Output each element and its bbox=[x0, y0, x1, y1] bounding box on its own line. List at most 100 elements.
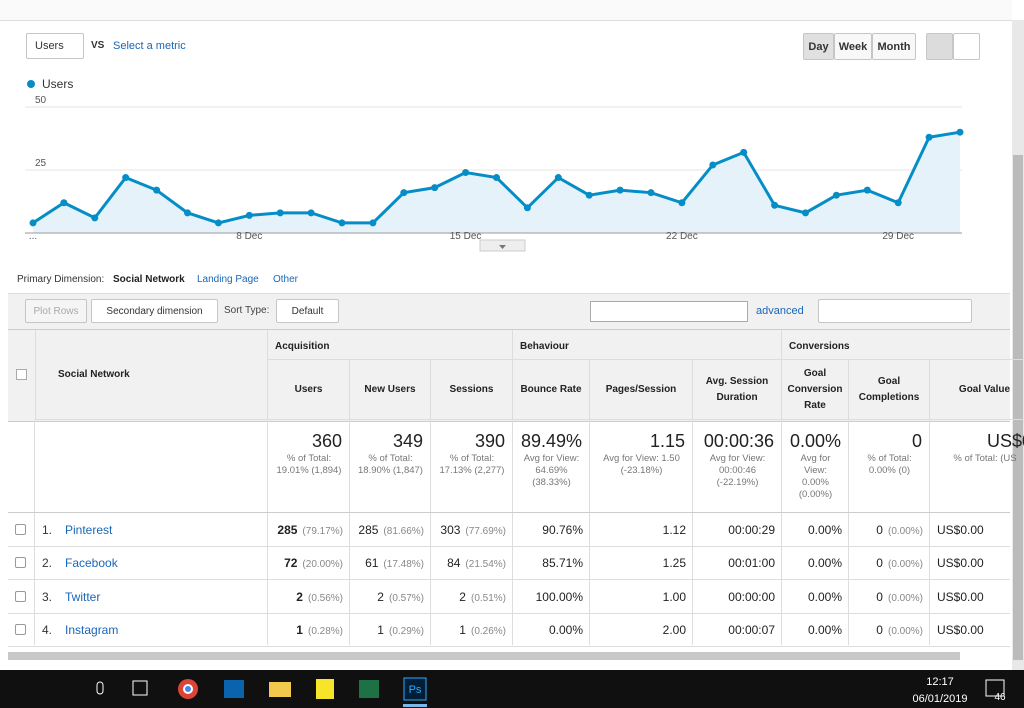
taskbar-icons: Ps 12:17 06/01/2019 46 bbox=[96, 676, 1006, 707]
chart-type-line[interactable] bbox=[926, 33, 953, 60]
totals-divider bbox=[692, 420, 693, 645]
period-button[interactable]: Day bbox=[803, 33, 834, 60]
cell-value: 2 bbox=[377, 589, 384, 604]
column-header[interactable]: Sessions bbox=[431, 360, 513, 420]
cell-value: US$0.00 bbox=[937, 622, 984, 637]
point bbox=[678, 199, 686, 207]
secondary-dimension[interactable]: Secondary dimension bbox=[91, 299, 218, 323]
total-note: % of Total: 18.90% (1,847) bbox=[358, 453, 423, 476]
totals-border bbox=[8, 512, 1010, 513]
total-value: 360 bbox=[311, 431, 342, 451]
legend-dot bbox=[27, 80, 35, 88]
row-cell: 100.00% bbox=[513, 590, 583, 604]
cell-value: 85.71% bbox=[542, 556, 583, 571]
total-value: 00:00:36 bbox=[703, 431, 774, 451]
row-checkbox[interactable] bbox=[15, 590, 26, 602]
total-value: 0.00% bbox=[789, 431, 841, 451]
point bbox=[184, 209, 191, 217]
collapse-arrow bbox=[499, 245, 506, 249]
sort-dropdown[interactable]: Default bbox=[276, 299, 339, 323]
task-view-icon[interactable] bbox=[132, 680, 148, 696]
row-divider bbox=[8, 612, 1010, 614]
column-header[interactable]: Goal Completions bbox=[849, 360, 930, 420]
excel-icon[interactable] bbox=[359, 680, 379, 698]
plot-rows[interactable]: Plot Rows bbox=[25, 299, 87, 323]
notification-icon[interactable] bbox=[985, 679, 1005, 697]
cell-percent: (0.00%) bbox=[887, 559, 923, 571]
point bbox=[894, 199, 902, 207]
point bbox=[554, 174, 562, 182]
column-header[interactable]: Goal Value bbox=[930, 360, 1024, 420]
mic-icon[interactable] bbox=[96, 681, 104, 695]
cell-value: 00:00:00 bbox=[728, 589, 775, 604]
total-value: 349 bbox=[392, 431, 423, 451]
cell-percent: (0.28%) bbox=[307, 625, 343, 637]
column-header[interactable]: New Users bbox=[350, 360, 431, 420]
column-header[interactable]: Social Network bbox=[35, 330, 268, 420]
point bbox=[29, 219, 37, 227]
row-name[interactable]: Instagram bbox=[65, 622, 119, 637]
total-value: 0 bbox=[911, 431, 922, 451]
column-header[interactable]: Pages/Session bbox=[590, 360, 693, 420]
row-index: 1. bbox=[42, 523, 53, 537]
cell-value: 2.00 bbox=[662, 622, 686, 637]
row-cell: 85.71% bbox=[513, 556, 583, 570]
photoshop-icon[interactable] bbox=[403, 677, 427, 701]
row-divider bbox=[8, 645, 1010, 647]
x-tick-label: 22 Dec bbox=[666, 231, 698, 242]
row-name[interactable]: Facebook bbox=[65, 556, 118, 571]
point bbox=[91, 214, 99, 222]
totals-divider bbox=[589, 420, 590, 645]
dimension-option[interactable]: Social Network bbox=[113, 274, 185, 285]
row-checkbox[interactable] bbox=[15, 557, 26, 569]
dimension-option[interactable]: Other bbox=[273, 274, 299, 285]
point bbox=[832, 191, 840, 199]
row-cell: 00:01:00 bbox=[693, 556, 775, 570]
row-cell: 2 (0.56%) bbox=[268, 590, 343, 604]
outlook-icon[interactable] bbox=[224, 680, 244, 698]
view-buttons[interactable] bbox=[818, 299, 972, 323]
legend-label: Users bbox=[42, 77, 73, 91]
cell-value: 2 bbox=[296, 589, 303, 604]
y-tick-label: 25 bbox=[35, 158, 47, 169]
dimension-option[interactable]: Landing Page bbox=[197, 274, 259, 285]
cell-value: 0 bbox=[876, 556, 883, 571]
cell-value: 100.00% bbox=[535, 589, 583, 604]
row-index: 4. bbox=[42, 622, 53, 637]
column-header[interactable]: Avg. Session Duration bbox=[693, 360, 782, 420]
column-header[interactable]: Bounce Rate bbox=[513, 360, 590, 420]
chart-type-motion[interactable] bbox=[953, 33, 980, 60]
search-box[interactable] bbox=[590, 301, 748, 322]
active-indicator bbox=[403, 704, 427, 707]
explorer-icon[interactable] bbox=[269, 682, 291, 697]
notes-icon[interactable] bbox=[316, 679, 334, 699]
group-header: Acquisition bbox=[268, 330, 513, 360]
row-cell: 90.76% bbox=[513, 523, 583, 537]
row-checkbox[interactable] bbox=[15, 623, 26, 635]
scroll-thumb[interactable] bbox=[1013, 155, 1023, 660]
period-button[interactable]: Month bbox=[872, 33, 916, 60]
row-checkbox[interactable] bbox=[15, 524, 26, 535]
period-button[interactable]: Week bbox=[834, 33, 872, 60]
row-cell: US$0.00 bbox=[930, 556, 1024, 570]
advanced-link[interactable]: advanced bbox=[756, 305, 804, 317]
row-cell: 1 (0.29%) bbox=[350, 623, 424, 637]
total-note: % of Total: (US bbox=[953, 453, 1017, 464]
row-name[interactable]: Pinterest bbox=[65, 523, 113, 537]
metric-dropdown[interactable]: Users bbox=[26, 33, 84, 59]
cell-value: 285 bbox=[358, 523, 379, 537]
column-header[interactable]: Users bbox=[268, 360, 350, 420]
point bbox=[122, 174, 130, 182]
header-checkbox[interactable] bbox=[16, 369, 27, 380]
sort-label: Sort Type: bbox=[224, 305, 270, 316]
cell-percent: (77.69%) bbox=[465, 526, 506, 537]
row-name[interactable]: Twitter bbox=[65, 589, 101, 604]
group-header: Conversions bbox=[782, 330, 1024, 360]
column-header[interactable]: Goal Conversion Rate bbox=[782, 360, 849, 420]
cell-value: 90.76% bbox=[542, 523, 583, 537]
cell-value: 1 bbox=[296, 622, 303, 637]
point bbox=[153, 186, 161, 194]
select-metric[interactable]: Select a metric bbox=[113, 40, 186, 52]
total-note: % of Total: 19.01% (1,894) bbox=[276, 453, 342, 476]
h-scrollbar[interactable] bbox=[8, 652, 960, 660]
